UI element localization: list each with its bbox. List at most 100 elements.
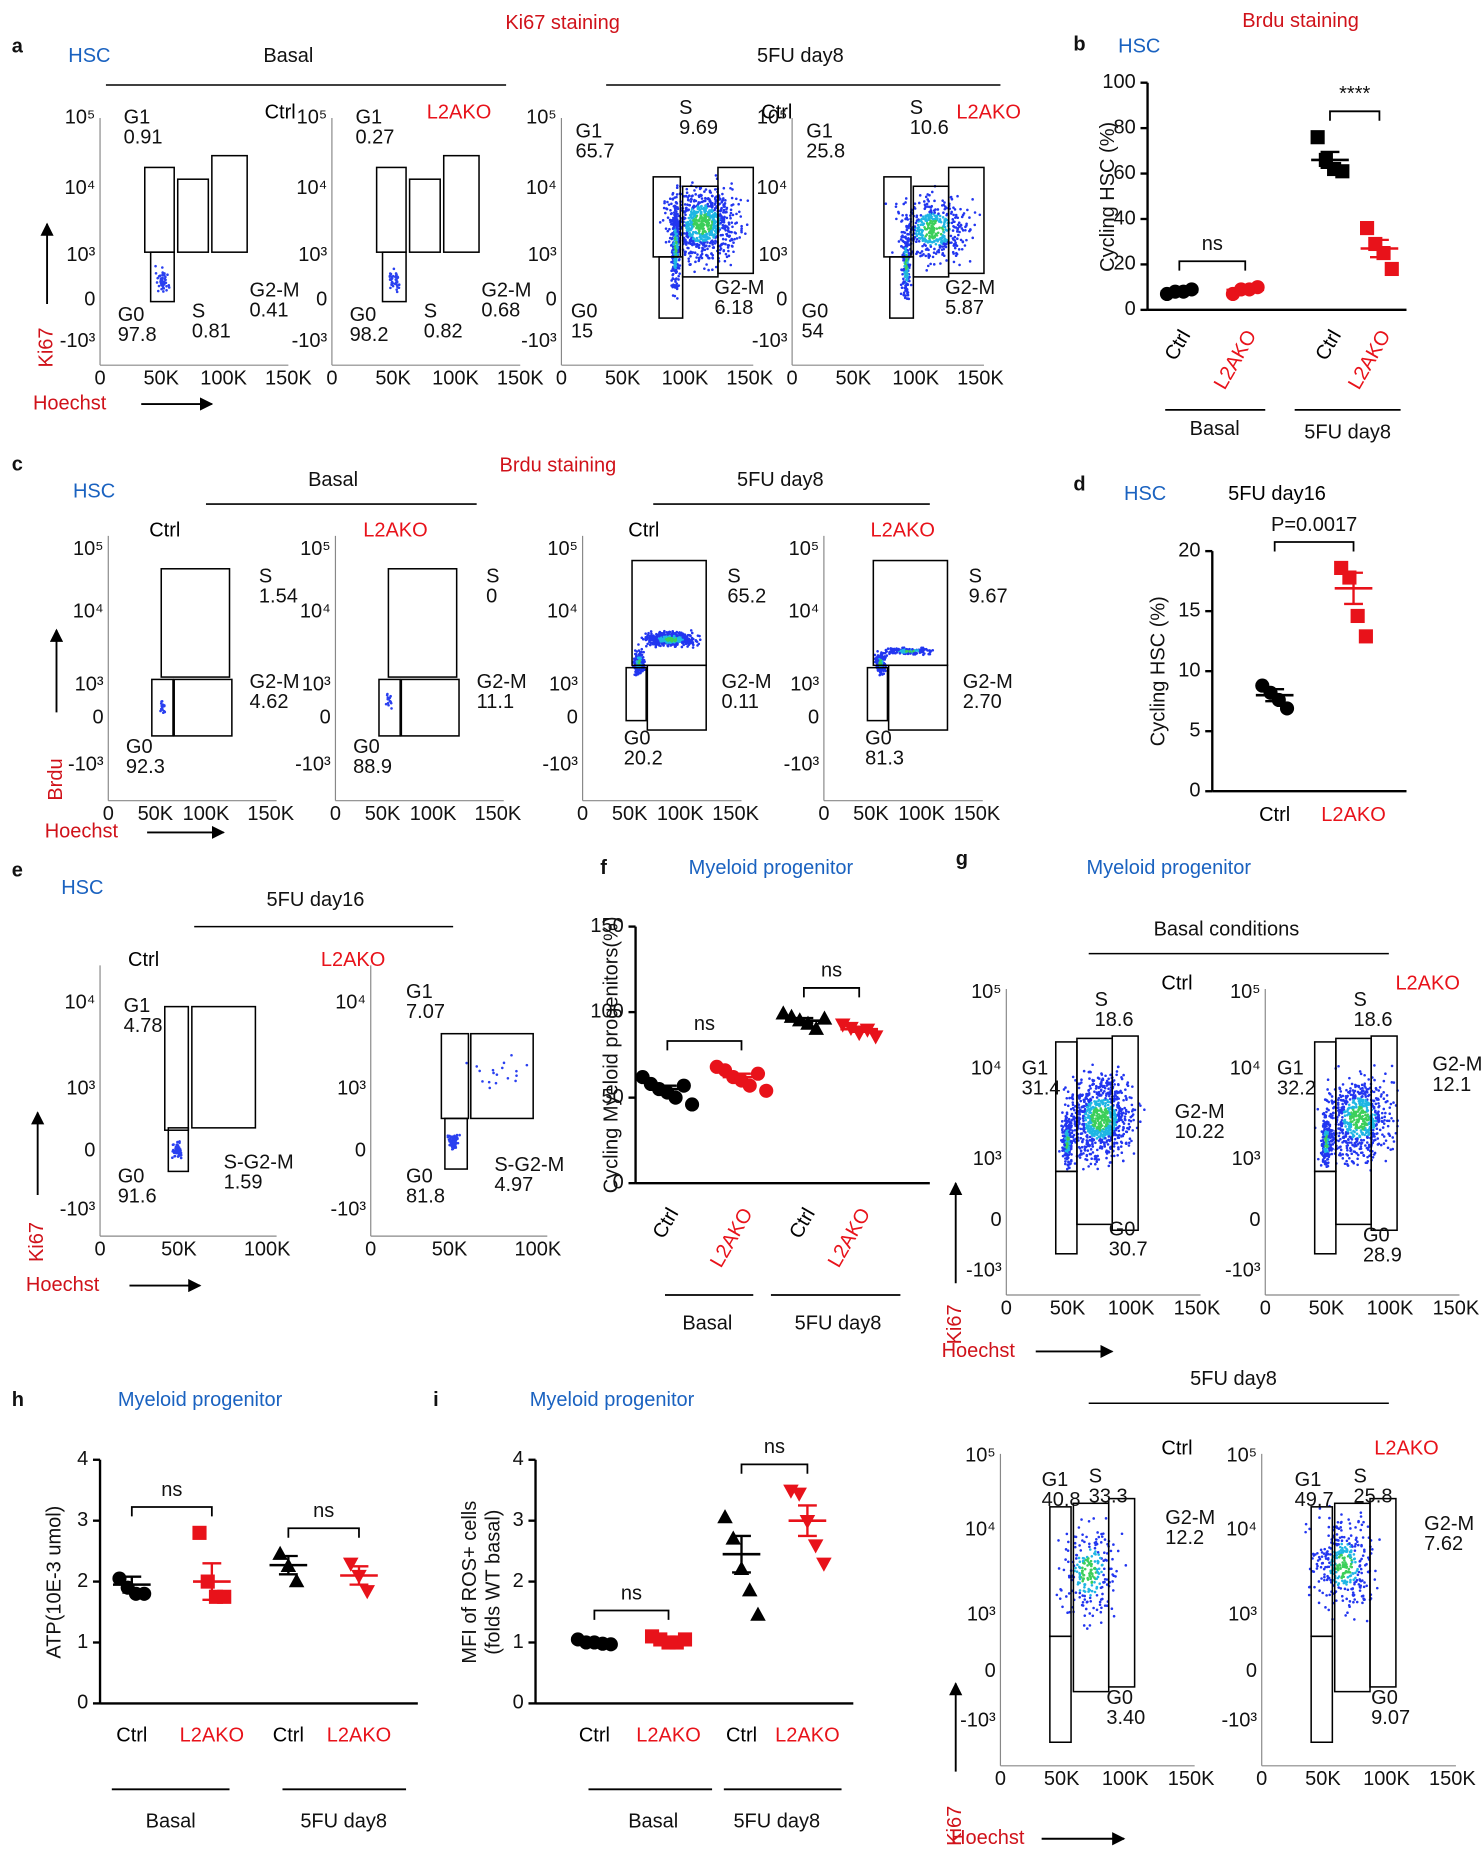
cell-dot: [678, 272, 681, 275]
flow-y-tick: -10³: [752, 330, 788, 352]
flow-y-tick: 0: [776, 289, 787, 311]
cell-dot: [674, 205, 678, 209]
cell-dot: [917, 232, 921, 236]
cell-dot: [1355, 1110, 1358, 1114]
cell-dot: [673, 196, 677, 199]
cell-dot: [933, 211, 937, 214]
cell-dot: [897, 648, 900, 652]
cell-dot: [904, 246, 907, 250]
flow-x-tick: 50K: [375, 368, 411, 390]
cell-dot: [714, 174, 718, 177]
flow-y-tick: 0: [990, 1209, 1001, 1231]
cell-dot: [932, 251, 936, 254]
cell-dot: [898, 651, 902, 655]
group-label: Basal: [263, 45, 313, 67]
cell-dot: [1117, 1111, 1121, 1114]
cell-dot: [961, 240, 965, 244]
cell-dot: [730, 238, 734, 242]
cell-dot: [160, 287, 163, 291]
cell-dot: [649, 641, 652, 644]
cell-dot: [889, 647, 893, 650]
cell-dot: [1088, 1152, 1092, 1156]
cell-dot: [1348, 1124, 1352, 1128]
cell-dot: [1116, 1095, 1119, 1099]
cell-dot: [1128, 1137, 1132, 1141]
cell-dot: [495, 1073, 499, 1076]
flow-y-tick: 10³: [66, 244, 95, 266]
cell-dot: [713, 203, 717, 206]
gate-name: S-G2-M: [224, 1151, 294, 1173]
cell-dot: [1116, 1065, 1120, 1069]
cell-dot: [1348, 1089, 1352, 1093]
cell-dot: [1064, 1137, 1067, 1140]
cell-dot: [952, 206, 955, 209]
cell-dot: [1085, 1125, 1089, 1128]
cell-dot: [1089, 1087, 1092, 1090]
cell-dot: [921, 244, 924, 248]
gate-name: G0: [802, 300, 829, 322]
flow-y-tick: -10³: [1225, 1260, 1261, 1282]
cell-dot: [1088, 1077, 1091, 1080]
cell-dot: [1115, 1090, 1118, 1093]
cell-dot: [1132, 1118, 1135, 1122]
cell-dot: [689, 237, 693, 241]
sample-label: L2AKO: [956, 102, 1020, 124]
cell-dot: [724, 238, 728, 241]
cell-dot: [949, 195, 953, 199]
cell-dot: [448, 1134, 451, 1138]
cell-dot: [687, 208, 691, 212]
cell-dot: [1339, 1127, 1342, 1131]
cell-dot: [1114, 1114, 1117, 1117]
sample-label: Ctrl: [128, 949, 159, 971]
cell-dot: [1350, 1111, 1353, 1114]
cell-dot: [907, 297, 911, 301]
flow-x-tick: 50K: [1309, 1297, 1345, 1319]
gate-name: G2-M: [1175, 1101, 1225, 1123]
cell-dot: [390, 280, 394, 284]
cell-dot: [1363, 1084, 1366, 1088]
cell-dot: [684, 242, 688, 246]
cell-dot: [933, 214, 936, 217]
cell-dot: [903, 271, 907, 274]
gate-value: 18.6: [1095, 1009, 1134, 1031]
cell-dot: [1094, 1102, 1097, 1106]
cell-dot: [646, 634, 649, 638]
cell-dot: [1096, 1129, 1099, 1132]
gate-value: 9.69: [679, 117, 718, 139]
cell-dot: [954, 213, 958, 217]
cell-dot: [673, 252, 676, 256]
cell-dot: [1358, 1141, 1361, 1145]
cell-dot: [705, 219, 709, 222]
flow-x-tick: 100K: [1367, 1297, 1414, 1319]
cell-dot: [1358, 1113, 1362, 1117]
cell-dot: [719, 244, 722, 247]
cell-dot: [695, 256, 698, 259]
flow-y-tick: -10³: [60, 1199, 96, 1221]
cell-dot: [1081, 1138, 1085, 1141]
gate: [408, 178, 441, 253]
cell-dot: [1132, 1152, 1136, 1155]
cell-dot: [1068, 1150, 1071, 1154]
cell-dot: [154, 264, 157, 268]
cell-dot: [682, 640, 685, 643]
cell-dot: [706, 202, 710, 206]
cell-dot: [668, 227, 671, 231]
cell-dot: [1359, 1125, 1362, 1128]
cell-dot: [1097, 1117, 1100, 1121]
flow-y-tick: 10⁴: [296, 177, 327, 199]
cell-dot: [929, 216, 933, 219]
cell-dot: [714, 239, 717, 243]
cell-dot: [654, 644, 658, 647]
cell-dot: [1348, 1098, 1352, 1101]
cell-dot: [677, 223, 680, 227]
cell-dot: [915, 215, 919, 219]
cell-dot: [1079, 1152, 1083, 1155]
cell-dot: [876, 650, 879, 653]
cell-dot: [1061, 1127, 1064, 1131]
cell-dot: [899, 292, 903, 296]
cell-dot: [941, 228, 945, 231]
gate-name: S: [192, 300, 205, 322]
cell-dot: [919, 223, 923, 227]
cell-type: HSC: [61, 877, 103, 899]
cell-dot: [1104, 1119, 1108, 1122]
